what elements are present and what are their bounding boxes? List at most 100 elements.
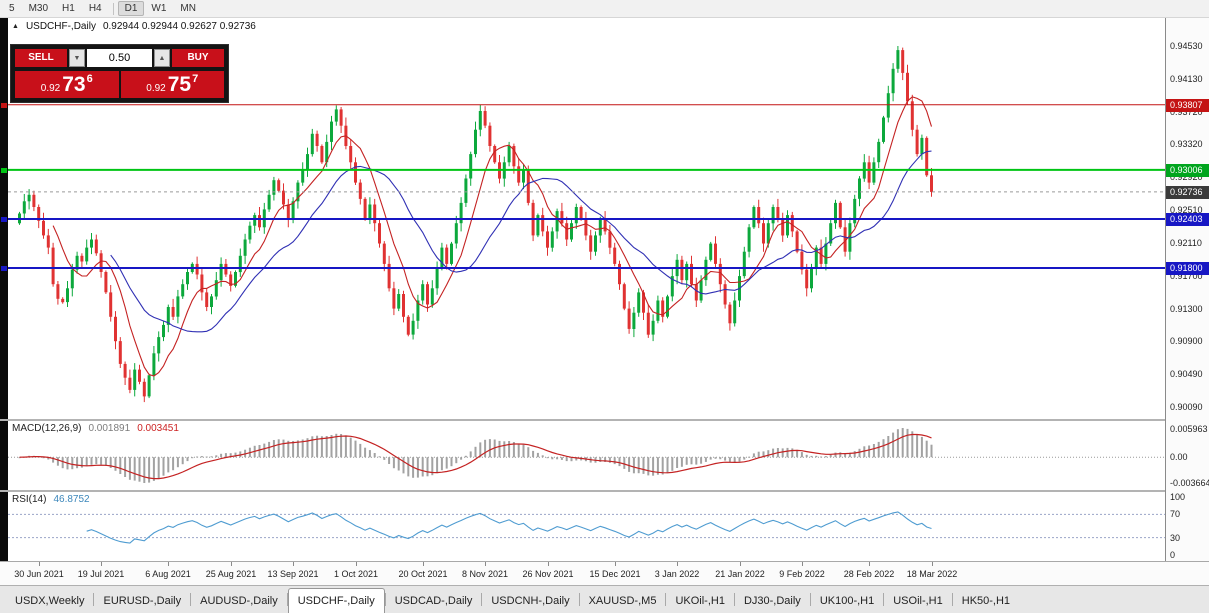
time-tick bbox=[485, 562, 486, 566]
rsi-plot[interactable] bbox=[8, 492, 1165, 561]
buy-price-display[interactable]: 0.92 75 7 bbox=[120, 71, 224, 98]
macd-axis-label: 0.00 bbox=[1170, 452, 1188, 462]
volume-input[interactable]: 0.50 bbox=[87, 49, 152, 67]
rsi-axis-label: 70 bbox=[1170, 509, 1181, 519]
price-axis[interactable]: 0.94530 0.94130 0.93720 0.93320 0.92920 0.925… bbox=[1165, 18, 1209, 561]
macd-label: MACD(12,26,9) bbox=[12, 423, 82, 434]
rsi-indicator-panel[interactable]: RSI(14) 46.8752 bbox=[8, 492, 1165, 561]
chart-tab-AUDUSD[interactable]: AUDUSD-,Daily bbox=[200, 595, 278, 607]
date-label: 3 Jan 2022 bbox=[654, 569, 700, 579]
panel-splitter[interactable] bbox=[0, 490, 1165, 492]
collapse-panel-icon[interactable]: ▲ bbox=[12, 23, 19, 30]
date-label: 8 Nov 2021 bbox=[461, 569, 509, 579]
date-label: 19 Jul 2021 bbox=[77, 569, 125, 579]
time-tick bbox=[293, 562, 294, 566]
price-badge: 0.92736 bbox=[1166, 186, 1209, 199]
tab-divider bbox=[384, 593, 386, 606]
date-label: 20 Oct 2021 bbox=[398, 569, 448, 579]
macd-axis-label: -0.003664 bbox=[1170, 478, 1209, 488]
sell-price-display[interactable]: 0.92 73 6 bbox=[15, 71, 119, 98]
chart-left-margin bbox=[0, 18, 8, 561]
timeframe-button-5[interactable]: 5 bbox=[9, 3, 15, 14]
chart-tab-bar: USDX,Weekly EURUSD-,Daily AUDUSD-,Daily USD… bbox=[0, 585, 1209, 613]
timeframe-button-D1[interactable]: D1 bbox=[117, 1, 145, 16]
price-axis-label: 0.90090 bbox=[1170, 402, 1203, 412]
time-axis[interactable]: 30 Jun 2021 19 Jul 2021 6 Aug 2021 25 Aug 2… bbox=[0, 561, 1209, 585]
time-tick bbox=[740, 562, 741, 566]
chart-tab-DJ30[interactable]: DJ30-,Daily bbox=[743, 595, 801, 607]
timeframe-button-H4[interactable]: H4 bbox=[88, 3, 102, 14]
tab-divider bbox=[665, 593, 667, 606]
chart-tab-EURUSD[interactable]: EURUSD-,Daily bbox=[103, 595, 182, 607]
date-label: 30 Jun 2021 bbox=[14, 569, 64, 579]
sell-button[interactable]: SELL bbox=[15, 49, 67, 67]
price-badge: 0.93006 bbox=[1166, 164, 1209, 177]
tab-divider bbox=[733, 593, 735, 606]
one-click-trading-widget: SELL ▼ 0.50 ▲ BUY 0.92 73 6 0.92 75 7 bbox=[10, 44, 229, 103]
price-chart-panel[interactable]: ▲ USDCHF-,Daily 0.92944 0.92944 0.92627 … bbox=[8, 18, 1165, 419]
price-axis-label: 0.90490 bbox=[1170, 369, 1203, 379]
tab-divider bbox=[809, 593, 811, 606]
timeframe-button-MN[interactable]: MN bbox=[180, 3, 196, 14]
date-label: 28 Feb 2022 bbox=[843, 569, 895, 579]
panel-splitter[interactable] bbox=[0, 419, 1165, 421]
time-tick bbox=[677, 562, 678, 566]
level-marker bbox=[1, 266, 7, 271]
date-label: 6 Aug 2021 bbox=[145, 569, 191, 579]
price-badge: 0.93807 bbox=[1166, 99, 1209, 112]
chart-symbol-label: USDCHF-,Daily bbox=[25, 21, 96, 32]
date-label: 15 Dec 2021 bbox=[589, 569, 641, 579]
volume-increase-button[interactable]: ▲ bbox=[154, 49, 170, 67]
price-axis-label: 0.93720 bbox=[1170, 107, 1203, 117]
chart-tab-UKOil[interactable]: UKOil-,H1 bbox=[675, 595, 725, 607]
timeframe-button-H1[interactable]: H1 bbox=[62, 3, 75, 14]
time-tick bbox=[615, 562, 616, 566]
time-tick bbox=[548, 562, 549, 566]
level-marker bbox=[1, 103, 7, 108]
date-label: 9 Feb 2022 bbox=[779, 569, 825, 579]
chart-tab-USDCNH[interactable]: USDCNH-,Daily bbox=[491, 595, 570, 607]
time-tick bbox=[932, 562, 933, 566]
candlestick-plot[interactable] bbox=[8, 18, 1165, 419]
rsi-title: RSI(14) 46.8752 bbox=[12, 494, 90, 505]
tab-divider bbox=[190, 593, 192, 606]
macd-indicator-panel[interactable]: MACD(12,26,9) 0.001891 0.003451 bbox=[8, 421, 1165, 490]
date-label: 13 Sep 2021 bbox=[267, 569, 319, 579]
time-tick bbox=[39, 562, 40, 566]
tab-divider bbox=[951, 593, 953, 606]
level-marker bbox=[1, 217, 7, 222]
price-axis-label: 0.90900 bbox=[1170, 336, 1203, 346]
time-tick bbox=[168, 562, 169, 566]
timeframe-button-M30[interactable]: M30 bbox=[28, 3, 49, 14]
price-axis-label: 0.91300 bbox=[1170, 304, 1203, 314]
date-label: 21 Jan 2022 bbox=[715, 569, 765, 579]
price-axis-label: 0.92510 bbox=[1170, 205, 1203, 215]
date-label: 25 Aug 2021 bbox=[205, 569, 257, 579]
chart-tab-UK100[interactable]: UK100-,H1 bbox=[819, 595, 875, 607]
rsi-axis-label: 100 bbox=[1170, 492, 1186, 502]
chart-tab-HK50[interactable]: HK50-,H1 bbox=[961, 595, 1011, 607]
macd-axis-label: 0.005963 bbox=[1170, 424, 1208, 434]
date-label: 26 Nov 2021 bbox=[522, 569, 574, 579]
timeframe-button-W1[interactable]: W1 bbox=[151, 3, 167, 14]
macd-plot[interactable] bbox=[8, 421, 1165, 490]
toolbar-divider bbox=[112, 2, 114, 15]
chart-tab-USDCHF[interactable]: USDCHF-,Daily bbox=[287, 588, 385, 613]
buy-button[interactable]: BUY bbox=[172, 49, 224, 67]
macd-signal-value: 0.003451 bbox=[137, 423, 179, 434]
tab-divider bbox=[578, 593, 580, 606]
chart-tab-USDCAD[interactable]: USDCAD-,Daily bbox=[394, 595, 473, 607]
chart-ohlc-values: 0.92944 0.92944 0.92627 0.92736 bbox=[102, 21, 256, 32]
volume-decrease-button[interactable]: ▼ bbox=[69, 49, 85, 67]
chart-tab-USDX[interactable]: USDX,Weekly bbox=[15, 595, 85, 607]
macd-title: MACD(12,26,9) 0.001891 0.003451 bbox=[12, 423, 179, 434]
chart-tab-USOil[interactable]: USOil-,H1 bbox=[893, 595, 943, 607]
timeframe-toolbar: 5 M30 H1 H4 D1 W1 MN bbox=[0, 0, 1209, 18]
chart-title: ▲ USDCHF-,Daily 0.92944 0.92944 0.92627 … bbox=[12, 21, 256, 32]
macd-main-value: 0.001891 bbox=[88, 423, 131, 434]
price-badge: 0.92403 bbox=[1166, 213, 1209, 226]
time-tick bbox=[423, 562, 424, 566]
chart-tab-XAUUSD[interactable]: XAUUSD-,M5 bbox=[588, 595, 657, 607]
tab-divider bbox=[481, 593, 483, 606]
price-axis-label: 0.94130 bbox=[1170, 74, 1203, 84]
